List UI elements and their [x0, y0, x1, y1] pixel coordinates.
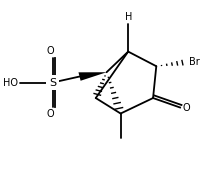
Text: O: O	[183, 103, 190, 112]
Polygon shape	[78, 72, 107, 81]
Text: O: O	[46, 46, 54, 56]
Text: H: H	[124, 12, 132, 22]
Text: O: O	[46, 109, 54, 119]
Text: HO: HO	[3, 78, 18, 88]
Text: S: S	[49, 78, 56, 88]
Text: Br: Br	[189, 57, 200, 67]
